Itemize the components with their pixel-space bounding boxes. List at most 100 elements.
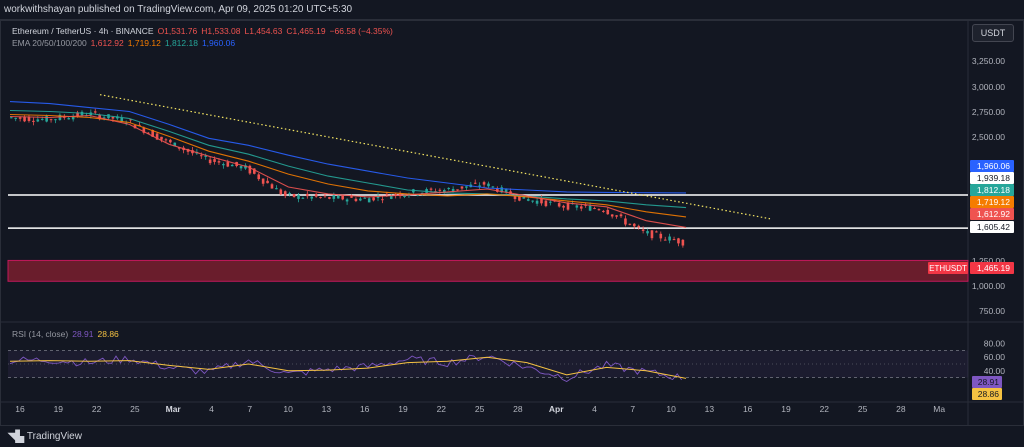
candle-body [447,187,451,189]
candle-body [438,189,442,191]
price-tag-text: 1,939.18 [977,173,1010,183]
price-tag [970,196,1014,208]
ema100-value: 1,812.18 [164,38,198,48]
candle-body [244,165,247,169]
candle-body [557,203,561,207]
rsi-tag [972,388,1002,400]
candle-body [478,185,481,187]
time-axis-label: 25 [130,404,140,414]
price-tag-text: 1,612.92 [977,209,1010,219]
symbol-name[interactable]: Ethereum / TetherUS · 4h · BINANCE [12,26,154,36]
rsi-tag [972,376,1002,388]
tradingview-logo[interactable]: ◥▙ TradingView [8,430,82,443]
candle-body [164,139,168,141]
time-axis-label: 19 [54,404,64,414]
candle-body [535,200,539,204]
candle-body [138,124,141,126]
time-axis-label: Apr [549,404,564,414]
rsi-label[interactable]: RSI (14, close) [12,329,69,339]
price-axis-label: 2,500.00 [972,132,1005,142]
candle-body [544,200,548,207]
publisher-bar: workwithshayan published on TradingView.… [0,0,1024,20]
candle-body [261,178,265,184]
symbol-legend[interactable]: Ethereum / TetherUS · 4h · BINANCE O1,53… [12,26,393,36]
candle-body [593,208,596,210]
candle-body [36,119,40,122]
candle-body [429,188,433,190]
candle-body [504,189,508,193]
ema20-line [9,114,687,228]
price-tag-text: 1,719.12 [977,197,1010,207]
candle-body [319,197,322,199]
candle-body [40,118,44,120]
candle-body [10,117,13,119]
candle-body [239,166,243,169]
candle-body [297,195,300,199]
time-axis-label: 19 [398,404,408,414]
rsi-legend[interactable]: RSI (14, close) 28.91 28.86 [12,329,119,339]
time-axis-label: 28 [513,404,523,414]
candle-body [526,199,530,201]
ema50-value: 1,719.12 [127,38,161,48]
rsi-tag-text: 28.86 [978,389,1000,399]
candle-body [650,230,654,239]
candle-body [111,116,115,119]
time-axis-label: 4 [209,404,214,414]
candle-body [306,193,309,197]
tv-logo-icon: ◥▙ [8,431,24,443]
price-axis-label: 3,250.00 [972,56,1005,66]
candle-body [332,195,336,199]
price-axis-label: 750.00 [979,306,1005,316]
candle-body [76,112,79,117]
candle-body [531,200,534,202]
candle-body [14,117,18,119]
candle-body [173,142,177,147]
candle-body [451,188,455,193]
time-axis-label: 7 [630,404,635,414]
candle-body [610,214,614,217]
candle-body [615,215,618,217]
ema-label[interactable]: EMA 20/50/100/200 [12,38,87,48]
price-tag [970,208,1014,220]
price-tag [970,184,1014,196]
candle-body [155,133,159,140]
price-axis-label: 1,000.00 [972,281,1005,291]
rsi-ma-line [9,356,687,379]
candle-body [588,205,592,211]
candle-body [549,201,552,203]
currency-button[interactable]: USDT [972,24,1014,42]
price-tag-text: 1,812.18 [977,185,1010,195]
candle-body [632,223,636,227]
ema-legend[interactable]: EMA 20/50/100/200 1,612.92 1,719.12 1,81… [12,38,235,48]
candle-body [641,229,645,231]
low-value: L1,454.63 [244,26,283,36]
candle-body [540,198,543,204]
time-axis-label: 28 [896,404,906,414]
ema200-line [9,101,687,194]
candle-body [496,188,499,192]
candle-body [257,174,261,180]
candle-body [345,199,349,202]
ema200-value: 1,960.06 [201,38,236,48]
candle-body [71,116,75,120]
candle-body [230,164,234,167]
candle-body [575,205,579,208]
candle-body [301,197,305,199]
candle-body [32,120,35,122]
candle-body [367,198,371,203]
candle-body [456,189,459,191]
candle-body [292,194,296,197]
rsi-axis-label: 60.00 [984,352,1006,362]
change-value: −66.58 (−4.35%) [329,26,393,36]
candle-body [672,239,676,241]
rsi-axis-label: 80.00 [984,339,1006,349]
candle-body [323,195,327,197]
candle-body [204,155,208,157]
ema100-line [9,109,687,209]
candle-body [381,199,384,201]
candle-body [248,165,252,174]
candle-body [102,117,106,119]
candle-body [465,186,468,188]
candle-body [681,239,685,246]
